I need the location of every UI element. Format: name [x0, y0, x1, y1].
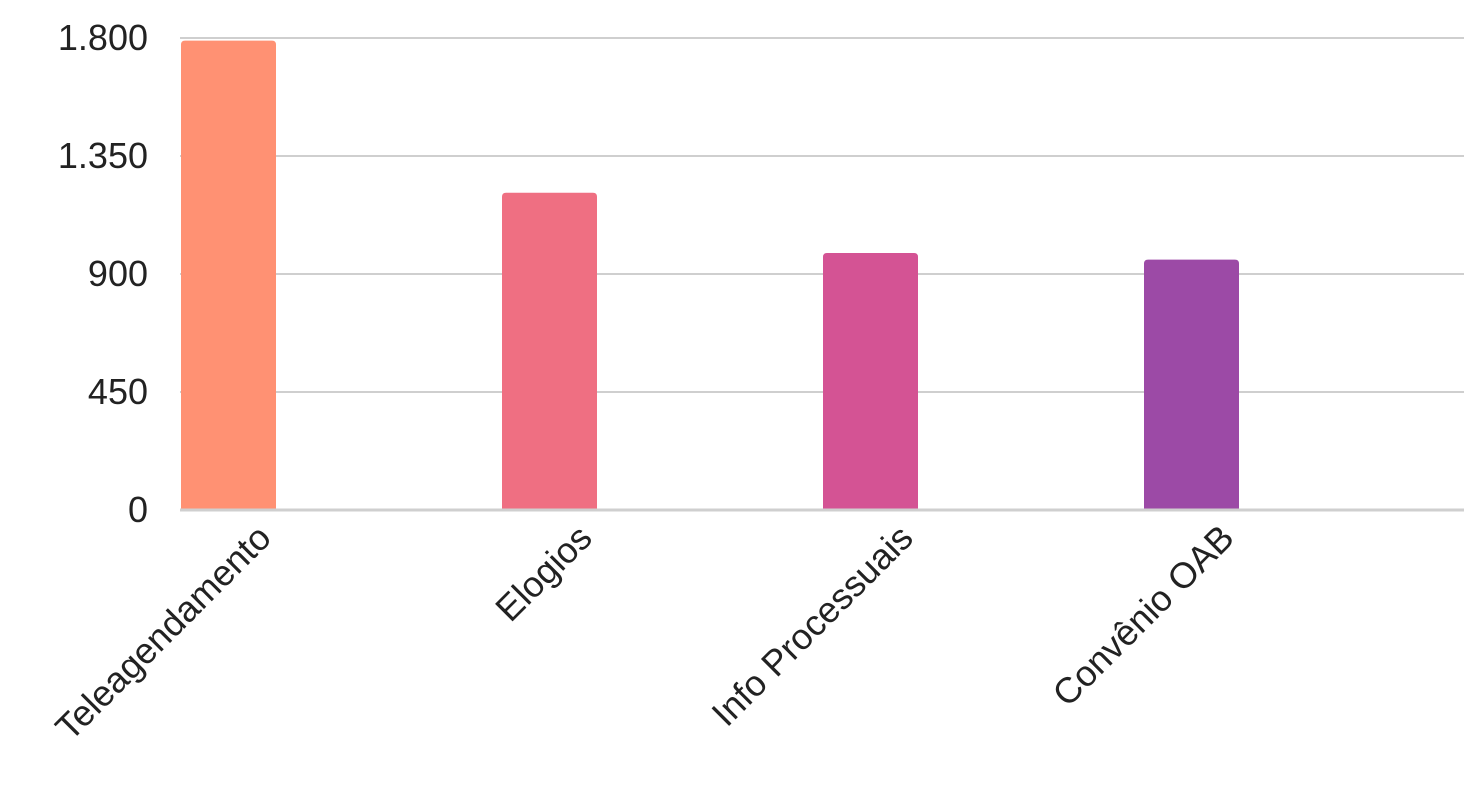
gridlines: [180, 37, 1464, 393]
bar-conv-nio-oab[interactable]: [1144, 259, 1239, 510]
y-tick-label: 1.800: [58, 17, 148, 58]
y-tick-label: 900: [88, 253, 148, 294]
y-axis-ticks: 0 450 900 1.350 1.800: [58, 17, 148, 530]
y-tick-label: 1.350: [58, 135, 148, 176]
y-tick-label: 0: [128, 489, 148, 530]
bar-elogios[interactable]: [502, 192, 597, 510]
bars: [181, 40, 1239, 510]
bar-teleagendamento[interactable]: [181, 40, 276, 510]
x-tick-label: Teleagendamento: [47, 517, 278, 748]
y-tick-label: 450: [88, 371, 148, 412]
x-axis-ticks: Teleagendamento Elogios Info Processuais Co…: [47, 517, 1241, 748]
x-tick-label: Elogios: [487, 517, 599, 629]
x-tick-label: Convênio OAB: [1044, 517, 1241, 714]
x-tick-label: Info Processuais: [703, 517, 920, 734]
bar-info-processuais[interactable]: [823, 253, 918, 510]
